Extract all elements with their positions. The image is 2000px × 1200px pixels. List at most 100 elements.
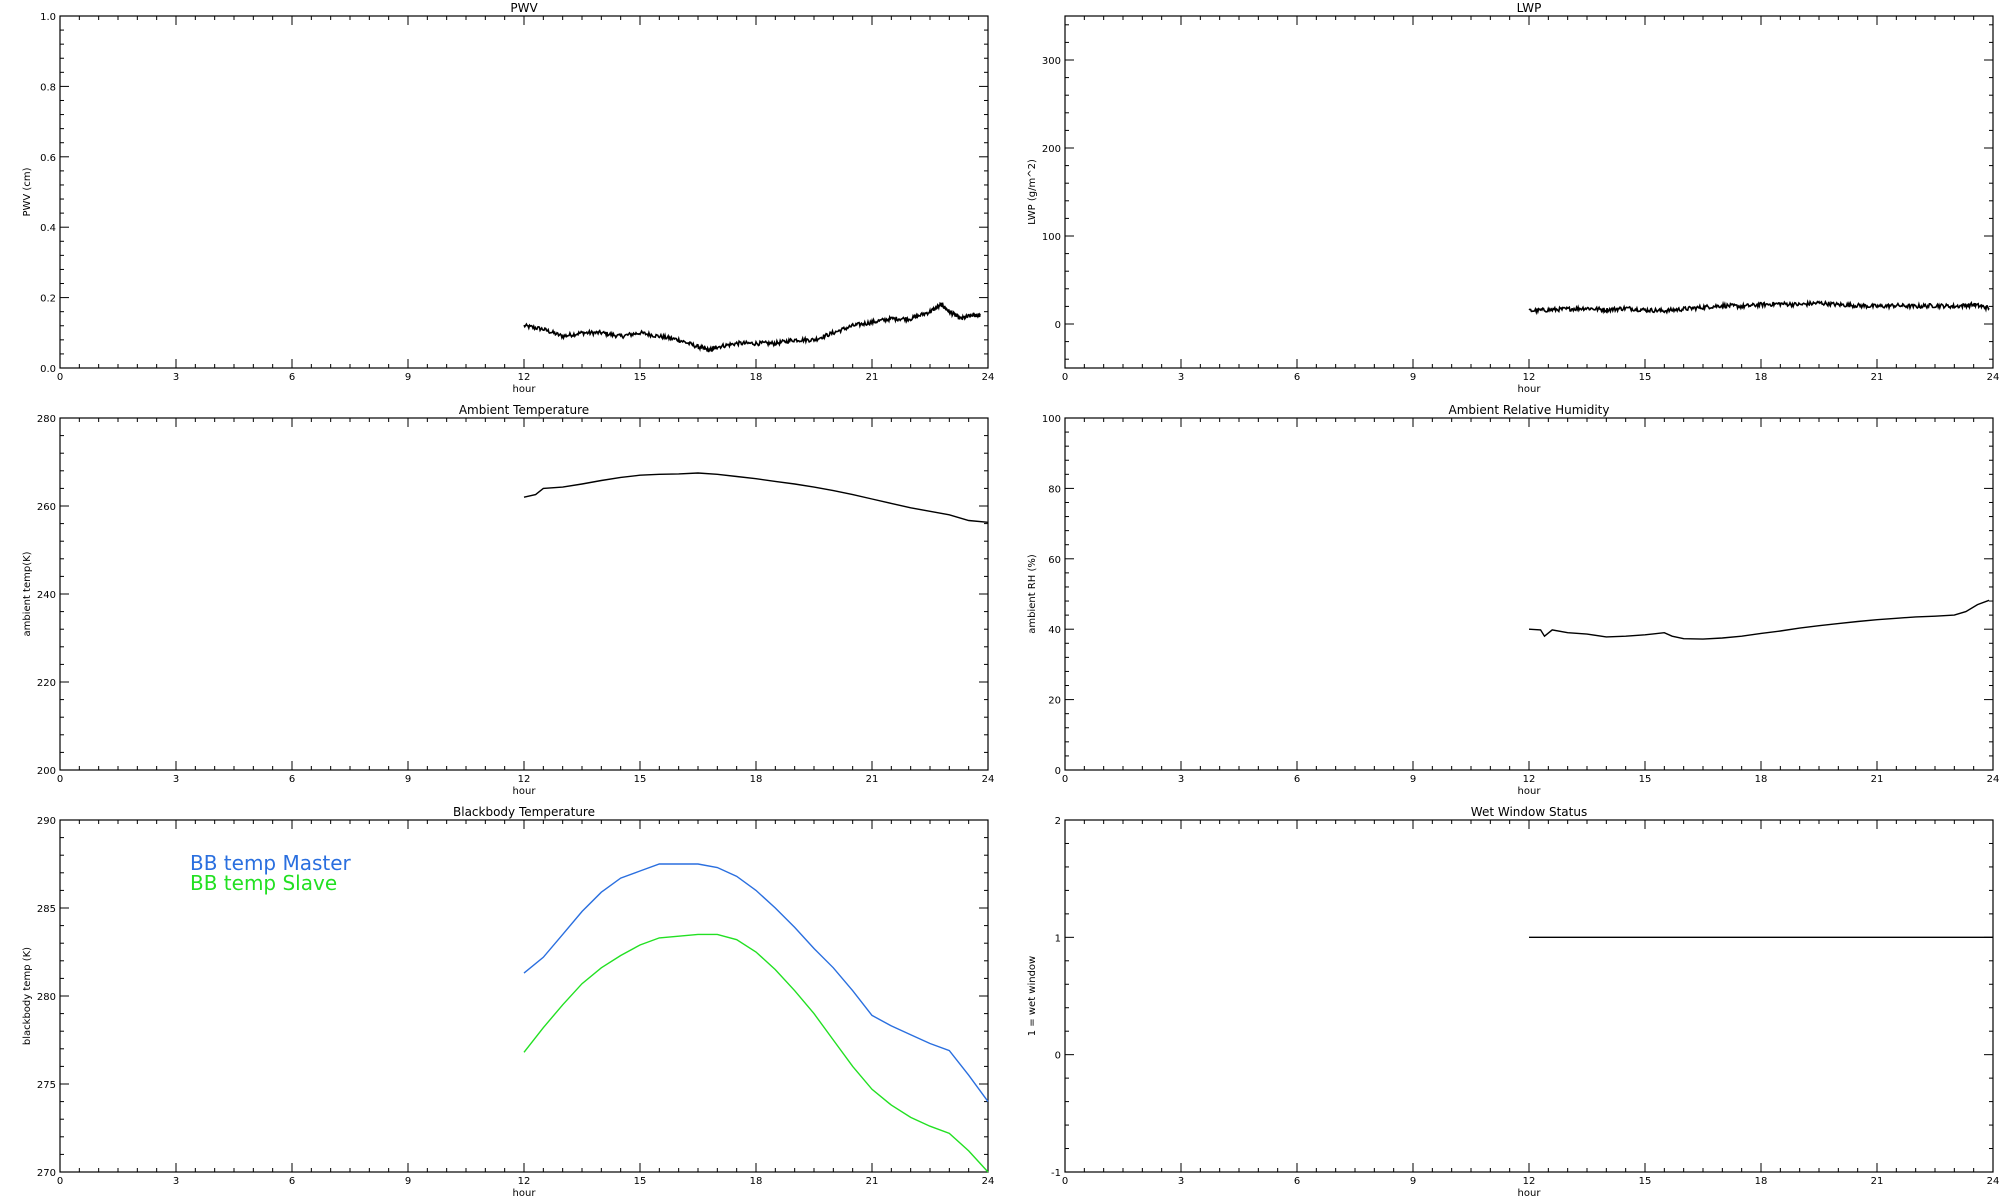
y-tick-label: 280 (37, 992, 56, 1003)
x-tick-label: 3 (1178, 372, 1184, 383)
plot-frame (59, 15, 989, 369)
x-tick-label: 24 (982, 372, 995, 383)
x-axis-label: hour (1518, 1188, 1542, 1199)
x-tick-label: 21 (1871, 372, 1884, 383)
series-line-bb-temp-master (523, 863, 989, 1103)
x-tick-label: 6 (289, 372, 295, 383)
x-tick-label: 18 (750, 774, 763, 785)
y-tick-label: 60 (1048, 555, 1061, 566)
series-line-lwp-0 (1528, 299, 1990, 316)
x-tick-label: 21 (866, 774, 879, 785)
y-tick-label: 290 (37, 816, 56, 827)
y-tick-label: 0.8 (40, 82, 56, 93)
y-tick-label: 300 (1042, 56, 1061, 67)
y-tick-label: 0.4 (40, 223, 56, 234)
x-tick-label: 15 (634, 774, 647, 785)
chart-panel-lwp: LWP 0 3 6 9 12 15 18 21 24 hour 0 100 200 300 LWP (g/m^… (1027, 1, 1999, 395)
x-tick-label: 9 (1410, 1176, 1416, 1187)
y-tick-label: 0 (1055, 320, 1061, 331)
chart-title: Blackbody Temperature (453, 805, 595, 819)
y-tick-label: 2 (1055, 816, 1061, 827)
y-tick-label: 270 (37, 1168, 56, 1179)
x-tick-label: 6 (1294, 1176, 1300, 1187)
x-tick-label: 15 (1639, 1176, 1652, 1187)
y-tick-label: 285 (37, 904, 56, 915)
chart-panel-pwv: PWV 0 3 6 9 12 15 18 21 24 hour 0.0 0.2 0.4 0.6 0.8 1.0 P… (22, 1, 994, 395)
x-tick-label: 0 (57, 1176, 63, 1187)
x-tick-label: 24 (1987, 1176, 2000, 1187)
y-tick-label: 1 (1055, 933, 1061, 944)
x-tick-label: 12 (1523, 372, 1536, 383)
x-tick-label: 15 (1639, 774, 1652, 785)
x-tick-label: 24 (1987, 372, 2000, 383)
x-tick-label: 3 (173, 372, 179, 383)
x-tick-label: 21 (866, 1176, 879, 1187)
x-tick-label: 6 (289, 1176, 295, 1187)
x-tick-label: 9 (1410, 774, 1416, 785)
chart-title: Wet Window Status (1471, 805, 1587, 819)
x-tick-label: 15 (634, 372, 647, 383)
y-axis-label: ambient temp(K) (22, 551, 33, 636)
x-tick-label: 9 (1410, 372, 1416, 383)
y-tick-label: 1.0 (40, 12, 56, 23)
y-tick-label: 0.6 (40, 153, 56, 164)
chart-title: PWV (510, 1, 538, 15)
y-tick-label: 220 (37, 678, 56, 689)
x-tick-label: 21 (866, 372, 879, 383)
legend-entry: BB temp Slave (190, 871, 337, 895)
x-tick-label: 12 (1523, 774, 1536, 785)
y-axis-label: PWV (cm) (22, 167, 33, 216)
x-tick-label: 21 (1871, 774, 1884, 785)
y-tick-label: 20 (1048, 696, 1061, 707)
y-tick-label: 100 (1042, 414, 1061, 425)
x-tick-label: 18 (1755, 1176, 1768, 1187)
chart-panel-ambient-rh: Ambient Relative Humidity 0 3 6 9 12 15 18 21 24 h… (1027, 403, 1999, 797)
y-tick-label: 80 (1048, 484, 1061, 495)
x-tick-label: 6 (1294, 774, 1300, 785)
x-tick-label: 12 (1523, 1176, 1536, 1187)
x-tick-label: 6 (1294, 372, 1300, 383)
y-tick-label: 0 (1055, 1051, 1061, 1062)
x-tick-label: 3 (1178, 1176, 1184, 1187)
plot-frame (1064, 417, 1994, 771)
x-tick-label: 18 (1755, 372, 1768, 383)
x-axis-label: hour (1518, 786, 1542, 797)
legend-entry: BB temp Master (190, 851, 352, 875)
x-axis-label: hour (1518, 384, 1542, 395)
y-tick-label: 40 (1048, 625, 1061, 636)
y-tick-label: 200 (1042, 144, 1061, 155)
y-tick-label: 0.0 (40, 364, 56, 375)
x-tick-label: 18 (750, 372, 763, 383)
chart-panel-ambient-temp: Ambient Temperature 0 3 6 9 12 15 18 21 24 hour 200… (22, 403, 994, 797)
x-tick-label: 9 (405, 372, 411, 383)
x-tick-label: 12 (518, 1176, 531, 1187)
y-tick-label: 100 (1042, 232, 1061, 243)
x-tick-label: 24 (982, 774, 995, 785)
y-axis-label: ambient RH (%) (1027, 554, 1038, 634)
x-axis-label: hour (513, 786, 537, 797)
y-tick-label: 275 (37, 1080, 56, 1091)
x-tick-label: 12 (518, 774, 531, 785)
x-tick-label: 18 (1755, 774, 1768, 785)
x-tick-label: 3 (173, 1176, 179, 1187)
x-tick-label: 9 (405, 1176, 411, 1187)
y-axis-label: blackbody temp (K) (22, 947, 33, 1045)
x-tick-label: 0 (1062, 1176, 1068, 1187)
series-line-ambient-temp-0 (523, 472, 989, 523)
x-tick-label: 12 (518, 372, 531, 383)
series-line-pwv-0 (523, 301, 981, 353)
y-tick-label: 0 (1055, 766, 1061, 777)
y-tick-label: -1 (1051, 1168, 1061, 1179)
x-tick-label: 0 (1062, 372, 1068, 383)
x-axis-label: hour (513, 1188, 537, 1199)
x-tick-label: 24 (1987, 774, 2000, 785)
chart-panel-bb-temp: Blackbody Temperature 0 3 6 9 12 15 18 21 24 hour 2… (22, 805, 994, 1199)
plot-frame (1064, 15, 1994, 369)
plot-frame (1064, 819, 1994, 1173)
y-tick-label: 280 (37, 414, 56, 425)
x-axis-label: hour (513, 384, 537, 395)
x-tick-label: 15 (634, 1176, 647, 1187)
x-tick-label: 0 (57, 372, 63, 383)
